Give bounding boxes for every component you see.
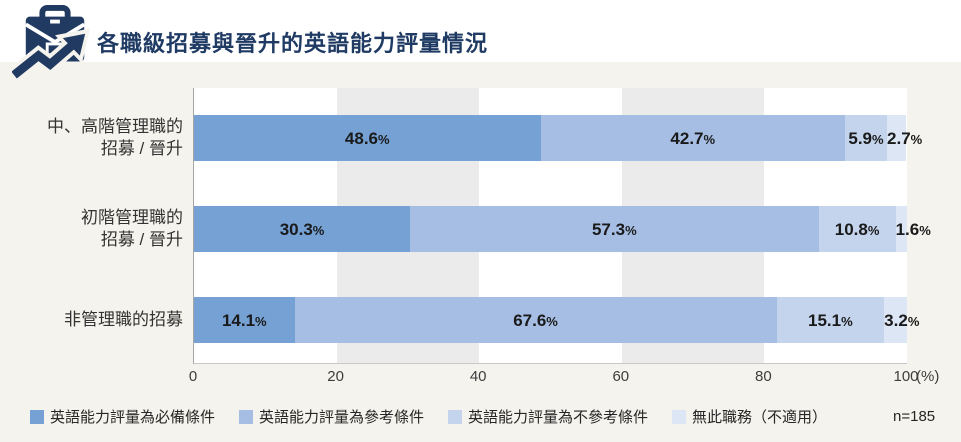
data-label: 57.3% bbox=[591, 219, 637, 239]
briefcase-trend-icon bbox=[12, 5, 91, 79]
data-label: 67.6% bbox=[513, 310, 558, 330]
legend-label: 英語能力評量為必備條件 bbox=[50, 409, 216, 426]
category-label-line: 初階管理職的 bbox=[81, 207, 183, 227]
data-label: 48.6% bbox=[344, 128, 390, 148]
data-label: 5.9% bbox=[848, 128, 884, 148]
x-tick-label: 40 bbox=[469, 368, 487, 385]
x-axis-unit: (%) bbox=[916, 368, 940, 385]
legend-item: 英語能力評量為參考條件 bbox=[239, 406, 424, 427]
data-label: 2.7% bbox=[887, 128, 923, 148]
bar-segment: 57.3% bbox=[410, 206, 819, 252]
legend-label: 無此職務（不適用） bbox=[692, 409, 828, 426]
x-tick-label: 0 bbox=[188, 368, 198, 385]
bar-row: 14.1% 67.6% 15.1% 3.2% bbox=[194, 297, 919, 343]
x-tick-label: 100 bbox=[893, 368, 919, 385]
bar-segment: 5.9% bbox=[844, 115, 888, 161]
category-label-line: 招募 / 晉升 bbox=[100, 230, 183, 249]
bar-segment: 1.6% bbox=[895, 206, 931, 252]
x-tick-label: 60 bbox=[612, 368, 630, 385]
legend-swatch bbox=[448, 409, 463, 424]
x-tick-label: 80 bbox=[755, 368, 772, 385]
data-label: 30.3% bbox=[279, 219, 325, 239]
legend-label: 英語能力評量為參考條件 bbox=[259, 409, 425, 426]
data-label: 14.1% bbox=[221, 310, 267, 330]
bar-row: 48.6% 42.7% 5.9% 2.7% bbox=[194, 115, 922, 161]
plot-area: 48.6% 42.7% 5.9% 2.7% 30.3% 57.3% 10.8% 1.6% 14.… bbox=[193, 88, 931, 364]
data-label: 3.2% bbox=[884, 310, 920, 330]
data-label: 15.1% bbox=[808, 310, 853, 330]
bar-segment: 14.1% bbox=[194, 297, 295, 343]
category-label: 非管理職的招募 bbox=[0, 297, 183, 343]
bar-segment: 48.6% bbox=[194, 115, 541, 161]
category-label-line: 非管理職的招募 bbox=[64, 309, 183, 329]
category-label: 初階管理職的招募 / 晉升 bbox=[0, 206, 183, 252]
legend: 英語能力評量為必備條件 英語能力評量為參考條件 英語能力評量為不參考條件 無此職務（不… bbox=[30, 406, 827, 427]
legend-item: 英語能力評量為必備條件 bbox=[30, 406, 215, 427]
data-label: 10.8% bbox=[834, 219, 880, 239]
x-axis: (%) 0 20 40 60 80 100 bbox=[189, 368, 940, 390]
bar-segment: 30.3% bbox=[194, 206, 411, 252]
legend-item: 無此職務（不適用） bbox=[672, 406, 827, 427]
bar-segment: 2.7% bbox=[887, 115, 922, 161]
category-label: 中、高階管理職的招募 / 晉升 bbox=[0, 115, 183, 161]
page-title: 各職級招募與晉升的英語能力評量情況 bbox=[97, 31, 489, 56]
data-label: 42.7% bbox=[670, 128, 716, 148]
category-label-line: 中、高階管理職的 bbox=[47, 116, 183, 136]
bar-segment: 42.7% bbox=[540, 115, 845, 161]
bar-segment: 10.8% bbox=[818, 206, 896, 252]
bar-segment: 15.1% bbox=[776, 297, 885, 343]
legend-swatch bbox=[672, 409, 687, 424]
bar-segment: 3.2% bbox=[884, 297, 919, 343]
sample-size-label: n=185 bbox=[893, 408, 936, 425]
bar-row: 30.3% 57.3% 10.8% 1.6% bbox=[194, 206, 931, 252]
category-label-line: 招募 / 晉升 bbox=[100, 139, 183, 158]
bar-segment: 67.6% bbox=[294, 297, 777, 343]
legend-swatch bbox=[239, 409, 254, 424]
legend-label: 英語能力評量為不參考條件 bbox=[468, 409, 649, 426]
legend-item: 英語能力評量為不參考條件 bbox=[448, 406, 648, 427]
x-tick-label: 20 bbox=[327, 368, 344, 385]
data-label: 1.6% bbox=[895, 219, 931, 239]
legend-swatch bbox=[30, 409, 44, 424]
